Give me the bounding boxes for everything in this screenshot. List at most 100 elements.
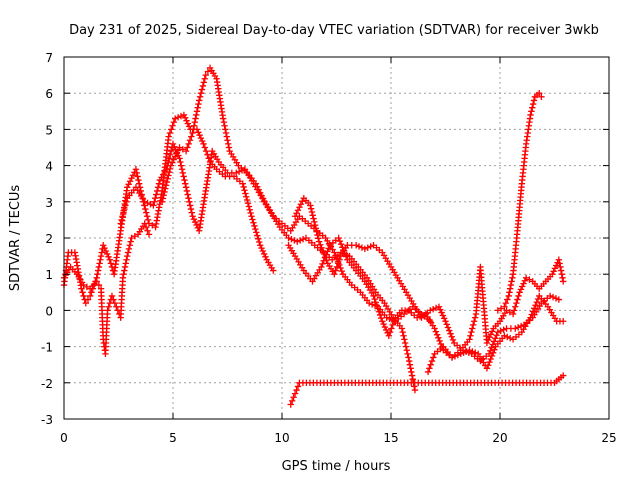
y-tick-label: 3 (45, 196, 53, 210)
data-point-track-b (123, 198, 130, 205)
data-point-track-b (406, 361, 414, 368)
data-point-track-b (291, 237, 298, 244)
data-point-track-b (189, 213, 196, 220)
data-point-track-b (144, 199, 151, 207)
data-point-track-b (235, 168, 243, 175)
data-point-track-f (519, 283, 526, 290)
y-tick-label: 6 (45, 87, 53, 101)
data-point-track-a (78, 285, 85, 292)
data-point-track-d (444, 324, 452, 331)
data-point-track-b (402, 343, 410, 350)
data-point-track-f (555, 256, 563, 263)
data-point-track-d (546, 292, 554, 300)
data-point-track-a (100, 242, 107, 249)
data-point-track-g (527, 111, 534, 119)
data-point-track-f (466, 336, 473, 343)
y-tick-label: -1 (41, 341, 53, 355)
data-point-track-f (424, 368, 432, 376)
data-point-track-a (169, 122, 176, 129)
data-point-track-b (153, 187, 161, 195)
data-point-track-b (408, 368, 415, 376)
data-point-track-f (471, 314, 479, 321)
data-point-track-d (361, 245, 369, 253)
data-point-track-f (469, 325, 476, 332)
data-point-track-c (189, 129, 196, 137)
data-point-track-a (249, 216, 256, 223)
data-point-track-g (497, 305, 505, 312)
data-point-track-c (222, 129, 230, 137)
data-point-track-b (141, 198, 148, 205)
x-tick-label: 10 (274, 431, 289, 445)
data-point-track-d (448, 333, 455, 340)
data-point-track-f (549, 271, 556, 278)
data-point-track-b (121, 205, 128, 213)
data-point-track-e (527, 314, 534, 321)
data-point-track-f (558, 271, 565, 278)
data-point-track-e (463, 348, 470, 355)
data-point-track-e (504, 333, 511, 341)
data-point-track-c (331, 249, 338, 256)
data-point-track-e (489, 349, 497, 357)
data-point-track-b (180, 173, 187, 180)
data-point-track-e (433, 331, 441, 338)
data-point-track-d (315, 235, 322, 242)
data-point-track-c (199, 82, 207, 90)
data-point-track-a (94, 271, 101, 278)
chart-title: Day 231 of 2025, Sidereal Day-to-day VTE… (69, 23, 599, 38)
data-point-track-d (512, 325, 519, 332)
data-point-track-g (529, 100, 537, 108)
data-point-track-a (96, 260, 103, 267)
data-point-track-a (94, 267, 102, 274)
data-point-track-b (179, 169, 187, 177)
data-point-track-a (197, 134, 205, 142)
data-point-track-g (528, 108, 535, 115)
data-point-track-h (119, 274, 127, 282)
data-point-track-h (111, 299, 119, 307)
data-point-track-e (501, 332, 508, 339)
data-point-track-d (312, 225, 320, 232)
data-point-track-e (466, 347, 473, 354)
data-point-track-d (549, 293, 557, 301)
data-point-track-a (180, 111, 188, 119)
data-point-track-b (181, 176, 188, 184)
data-point-track-c (176, 144, 183, 151)
data-point-track-e (371, 295, 378, 303)
data-point-track-f (514, 296, 521, 303)
data-point-track-c (221, 122, 228, 129)
data-point-track-h (104, 307, 111, 314)
data-point-track-a (128, 175, 135, 182)
data-point-track-b (120, 209, 127, 216)
data-point-track-e (377, 314, 385, 322)
data-point-track-a (84, 296, 92, 303)
data-point-track-b (299, 236, 307, 243)
data-point-track-g (494, 307, 502, 314)
data-point-track-c (195, 100, 202, 108)
data-point-track-f (430, 354, 437, 361)
data-point-track-g (504, 296, 511, 303)
data-point-track-b (177, 158, 184, 166)
data-point-track-a (195, 129, 202, 136)
data-point-track-f (503, 307, 510, 314)
data-point-track-b (166, 155, 173, 162)
data-point-track-c (197, 90, 205, 97)
data-point-track-c (219, 115, 227, 122)
data-point-track-a (246, 206, 253, 213)
data-point-track-i (288, 397, 296, 405)
data-point-track-a (82, 299, 89, 307)
data-point-track-g (529, 104, 536, 111)
data-point-track-f (515, 292, 522, 300)
data-point-track-c (185, 140, 192, 148)
data-point-track-c (188, 133, 195, 140)
data-point-track-b (186, 198, 193, 205)
data-point-track-a (143, 209, 150, 216)
data-point-track-c (169, 159, 176, 166)
data-point-track-f (513, 299, 520, 307)
data-point-track-c (162, 185, 169, 192)
data-point-track-c (159, 195, 167, 202)
data-point-track-e (324, 248, 331, 255)
data-point-track-h (124, 249, 132, 256)
data-point-track-b (401, 339, 409, 347)
data-point-track-h (126, 242, 134, 249)
data-point-track-b (186, 202, 194, 209)
data-point-track-d (497, 327, 504, 335)
